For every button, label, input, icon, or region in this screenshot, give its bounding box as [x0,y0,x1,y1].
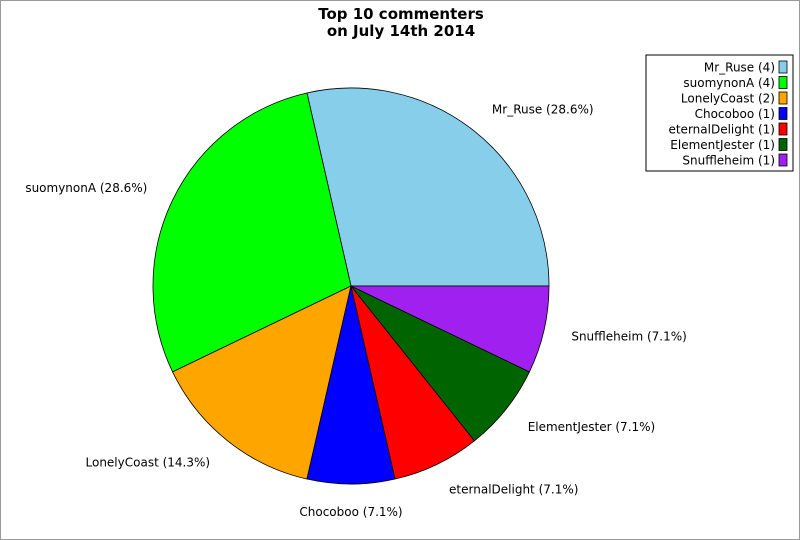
legend-label-LonelyCoast: LonelyCoast (2) [681,92,775,106]
legend-swatch-Snuffleheim [778,153,788,167]
legend-swatch-eternalDelight [778,122,788,136]
legend-box [645,54,794,172]
slice-label-suomynonA: suomynonA (28.6%) [25,181,147,195]
slice-label-Snuffleheim: Snuffleheim (7.1%) [571,329,687,343]
legend: Mr_Ruse (4)suomynonA (4) LonelyCoast (2)C… [645,54,794,172]
chart-title-line-2: on July 14th 2014 [327,22,475,40]
legend-label-Snuffleheim: Snuffleheim (1) [682,154,775,168]
slice-label-ElementJester: ElementJester (7.1%) [528,420,656,434]
slice-label-LonelyCoast: LonelyCoast (14.3%) [86,456,211,470]
legend-label-ElementJester: ElementJester (1) [670,138,775,152]
legend-swatch-ElementJester [778,138,788,151]
legend-label-Mr_Ruse: Mr_Ruse (4) [704,61,775,75]
legend-label-Chocoboo: Chocoboo (1) [695,107,775,121]
pie-slice-LonelyCoast [172,285,352,480]
pie-slice-Mr_Ruse [306,87,550,287]
chart-title-line-1: Top 10 commenters [318,5,484,23]
legend-swatch-Chocoboo [778,107,788,120]
pie-slice-Snuffleheim [350,285,550,373]
pie-slice-suomynonA [152,92,352,373]
legend-swatch-Mr_Ruse [778,60,788,74]
slice-label-eternalDelight: eternalDelight (7.1%) [449,483,578,497]
slice-label-Chocoboo: Chocoboo (7.1%) [299,505,402,519]
slice-label-Mr_Ruse: Mr_Ruse (28.6%) [492,102,594,116]
legend-swatch-LonelyCoast [778,91,788,105]
legend-label-suomynonA: suomynonA (4) [683,76,775,90]
legend-label-eternalDelight: eternalDelight (1) [668,123,775,137]
legend-swatch-suomynonA [778,76,788,89]
